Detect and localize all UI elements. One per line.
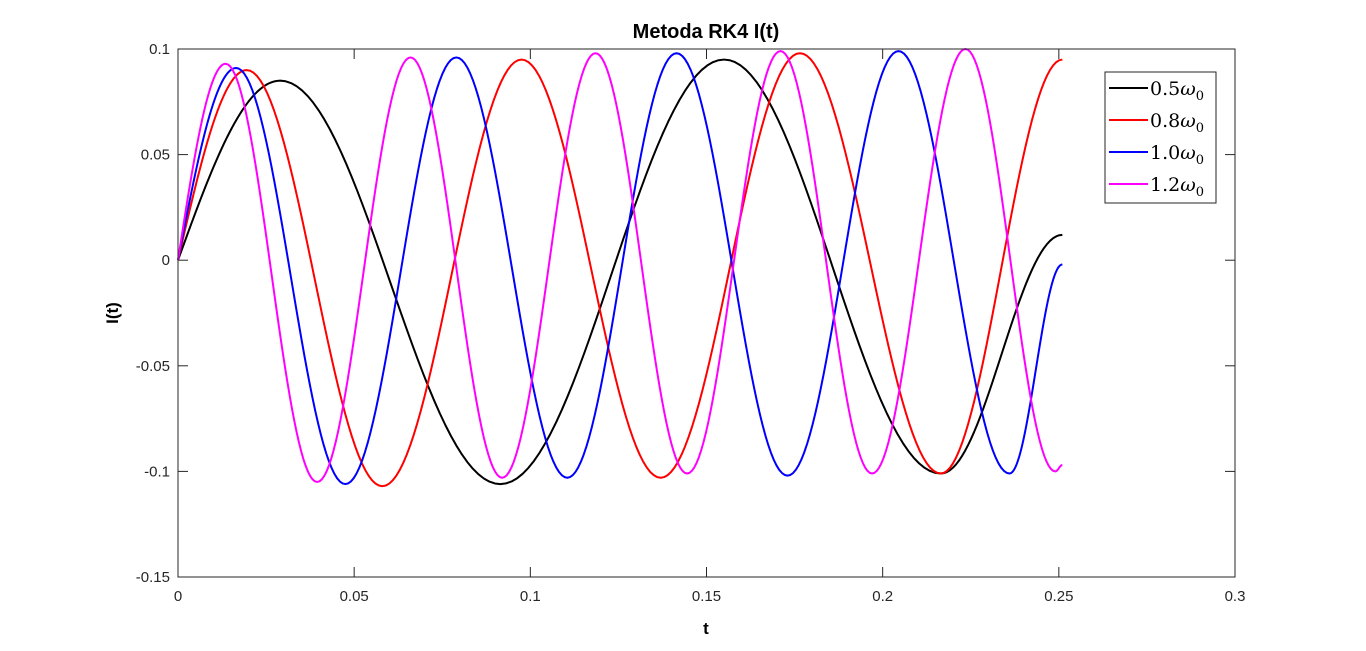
y-tick-label: -0.1 [144, 463, 170, 480]
x-tick-label: 0 [174, 588, 182, 605]
legend-label-2: 1.0ω0 [1150, 142, 1204, 168]
y-tick-label: -0.15 [136, 569, 170, 586]
y-tick-label: 0.05 [141, 147, 170, 164]
series-line-3 [177, 48, 1064, 483]
y-tick-labels: -0.15 -0.1 -0.05 0 0.05 0.1 [136, 41, 170, 586]
legend-label-3: 1.2ω0 [1150, 174, 1204, 200]
x-tick-label: 0.05 [340, 588, 369, 605]
series-line-1 [177, 52, 1063, 488]
x-tick-label: 0.2 [872, 588, 893, 605]
legend-label-1: 0.8ω0 [1150, 110, 1204, 136]
x-tick-label: 0.3 [1225, 588, 1246, 605]
y-axis-label: I(t) [103, 302, 122, 324]
x-tick-label: 0.1 [520, 588, 541, 605]
plot-area [178, 49, 1235, 577]
x-tick-label: 0.25 [1044, 588, 1073, 605]
legend: 0.5ω0 0.8ω0 1.0ω0 1.2ω0 [1104, 71, 1217, 204]
chart-title: Metoda RK4 I(t) [633, 21, 780, 43]
series-line-2 [177, 50, 1063, 486]
plot-frame [177, 48, 1236, 578]
legend-box [1104, 71, 1217, 204]
y-tick-label: 0 [162, 252, 170, 269]
series-lines [177, 48, 1064, 488]
y-tick-label: -0.05 [136, 358, 170, 375]
legend-label-0: 0.5ω0 [1150, 78, 1204, 104]
x-tick-label: 0.15 [692, 588, 721, 605]
x-axis-label: t [703, 619, 709, 638]
x-tick-labels: 0 0.05 0.1 0.15 0.2 0.25 0.3 [174, 588, 1246, 605]
y-tick-label: 0.1 [149, 41, 170, 58]
